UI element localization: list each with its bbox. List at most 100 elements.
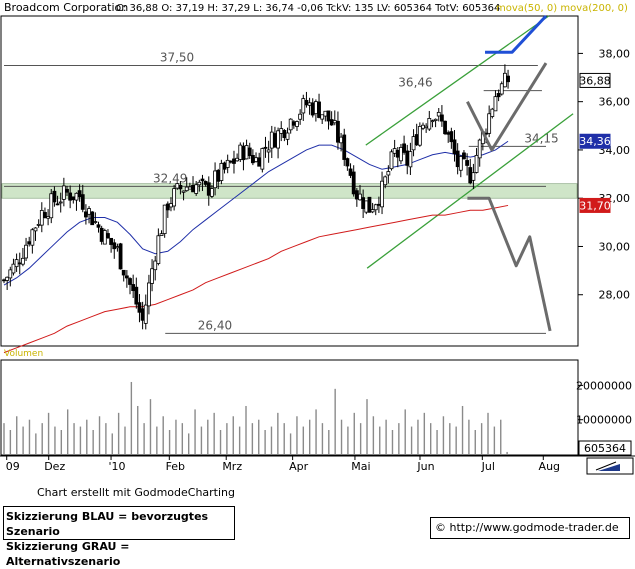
candle-body bbox=[140, 308, 145, 321]
candle-body bbox=[421, 124, 425, 129]
candle-body bbox=[380, 180, 384, 208]
candle-body bbox=[106, 233, 110, 239]
candle-body bbox=[150, 268, 154, 284]
candle-body bbox=[298, 113, 303, 120]
candle-body bbox=[11, 263, 16, 274]
candle-body bbox=[295, 121, 299, 127]
candle-body bbox=[143, 304, 148, 324]
candle-body bbox=[191, 184, 195, 193]
level-label: 26,40 bbox=[198, 318, 232, 332]
level-label: 36,46 bbox=[398, 76, 432, 90]
candle-body bbox=[402, 143, 406, 153]
candle-body bbox=[134, 286, 139, 305]
candle-body bbox=[33, 227, 38, 232]
candle-body bbox=[14, 259, 19, 268]
candle-body bbox=[342, 134, 347, 160]
candle-body bbox=[386, 171, 391, 176]
candle-body bbox=[238, 144, 243, 160]
candle-body bbox=[118, 243, 123, 270]
x-tick-label: Apr bbox=[289, 460, 309, 473]
scenario-line bbox=[466, 62, 548, 152]
candle-body bbox=[462, 152, 466, 160]
source-link[interactable]: © http://www.godmode-trader.de bbox=[430, 517, 630, 539]
candle-body bbox=[225, 159, 230, 168]
candle-body bbox=[408, 151, 413, 168]
candle-body bbox=[499, 83, 504, 95]
candle-body bbox=[206, 182, 211, 196]
candle-body bbox=[345, 158, 350, 167]
candle-body bbox=[273, 133, 277, 148]
candle-body bbox=[433, 118, 438, 121]
y-tick-label: 36,00 bbox=[599, 96, 631, 109]
candle-body bbox=[449, 131, 454, 143]
scenario-line bbox=[467, 196, 552, 332]
candle-body bbox=[506, 75, 510, 83]
candle-body bbox=[376, 203, 381, 206]
candle-body bbox=[71, 196, 76, 201]
candle-body bbox=[414, 134, 419, 146]
candle-body bbox=[162, 204, 167, 234]
level-label: 34,15 bbox=[524, 131, 558, 145]
channel-upper bbox=[365, 15, 550, 146]
candle-body bbox=[137, 302, 142, 313]
candle-body bbox=[30, 229, 35, 246]
candle-body bbox=[175, 183, 180, 189]
x-tick-label: Aug bbox=[539, 460, 560, 473]
candle-body bbox=[383, 176, 388, 186]
candle-body bbox=[313, 101, 318, 115]
candle-body bbox=[235, 157, 240, 162]
candle-body bbox=[490, 108, 495, 117]
candle-body bbox=[147, 282, 151, 307]
candle-body bbox=[310, 102, 315, 116]
candle-body bbox=[124, 275, 129, 279]
candle-body bbox=[2, 279, 6, 282]
candle-body bbox=[326, 110, 331, 122]
candle-body bbox=[430, 120, 435, 123]
candle-body bbox=[503, 72, 507, 88]
candle-body bbox=[458, 156, 463, 171]
candle-body bbox=[93, 221, 98, 223]
candle-body bbox=[399, 147, 403, 162]
candle-body bbox=[55, 203, 60, 206]
candle-body bbox=[247, 147, 252, 156]
candle-body bbox=[21, 257, 25, 265]
candle-body bbox=[68, 192, 73, 201]
nav-arrow-button[interactable] bbox=[586, 457, 634, 475]
candle-body bbox=[121, 269, 126, 276]
candle-body bbox=[210, 188, 214, 197]
candle-body bbox=[436, 111, 441, 117]
candle-body bbox=[276, 130, 280, 149]
price-badge-label: 31,70 bbox=[579, 199, 611, 212]
candle-body bbox=[181, 190, 186, 193]
candle-body bbox=[109, 237, 114, 245]
candle-body bbox=[358, 193, 362, 201]
candle-body bbox=[84, 211, 88, 218]
ma200-line bbox=[3, 204, 509, 354]
candle-body bbox=[169, 203, 173, 208]
x-tick-label: Jul bbox=[481, 460, 495, 473]
candle-body bbox=[99, 227, 104, 242]
candle-body bbox=[46, 216, 51, 219]
candle-body bbox=[269, 131, 274, 149]
candle-body bbox=[24, 244, 28, 259]
candle-body bbox=[257, 157, 262, 167]
channel-lower bbox=[366, 113, 574, 269]
candle-body bbox=[477, 139, 482, 159]
candle-body bbox=[254, 157, 258, 163]
source-url: http://www.godmode-trader.de bbox=[449, 521, 619, 534]
legend-gray: Skizzierung GRAU = Alternativszenario bbox=[6, 540, 130, 568]
candle-body bbox=[203, 180, 208, 185]
candle-body bbox=[184, 186, 189, 192]
level-label: 37,50 bbox=[160, 50, 194, 64]
candle-body bbox=[373, 204, 378, 211]
candle-body bbox=[244, 145, 249, 160]
candle-body bbox=[301, 98, 306, 114]
candle-body bbox=[424, 125, 429, 129]
candle-body bbox=[427, 118, 432, 130]
candle-body bbox=[36, 223, 41, 226]
candle-body bbox=[112, 242, 117, 250]
candle-body bbox=[317, 101, 321, 118]
candle-body bbox=[128, 278, 132, 285]
candle-body bbox=[285, 132, 290, 140]
x-tick-label: Dez bbox=[44, 460, 65, 473]
